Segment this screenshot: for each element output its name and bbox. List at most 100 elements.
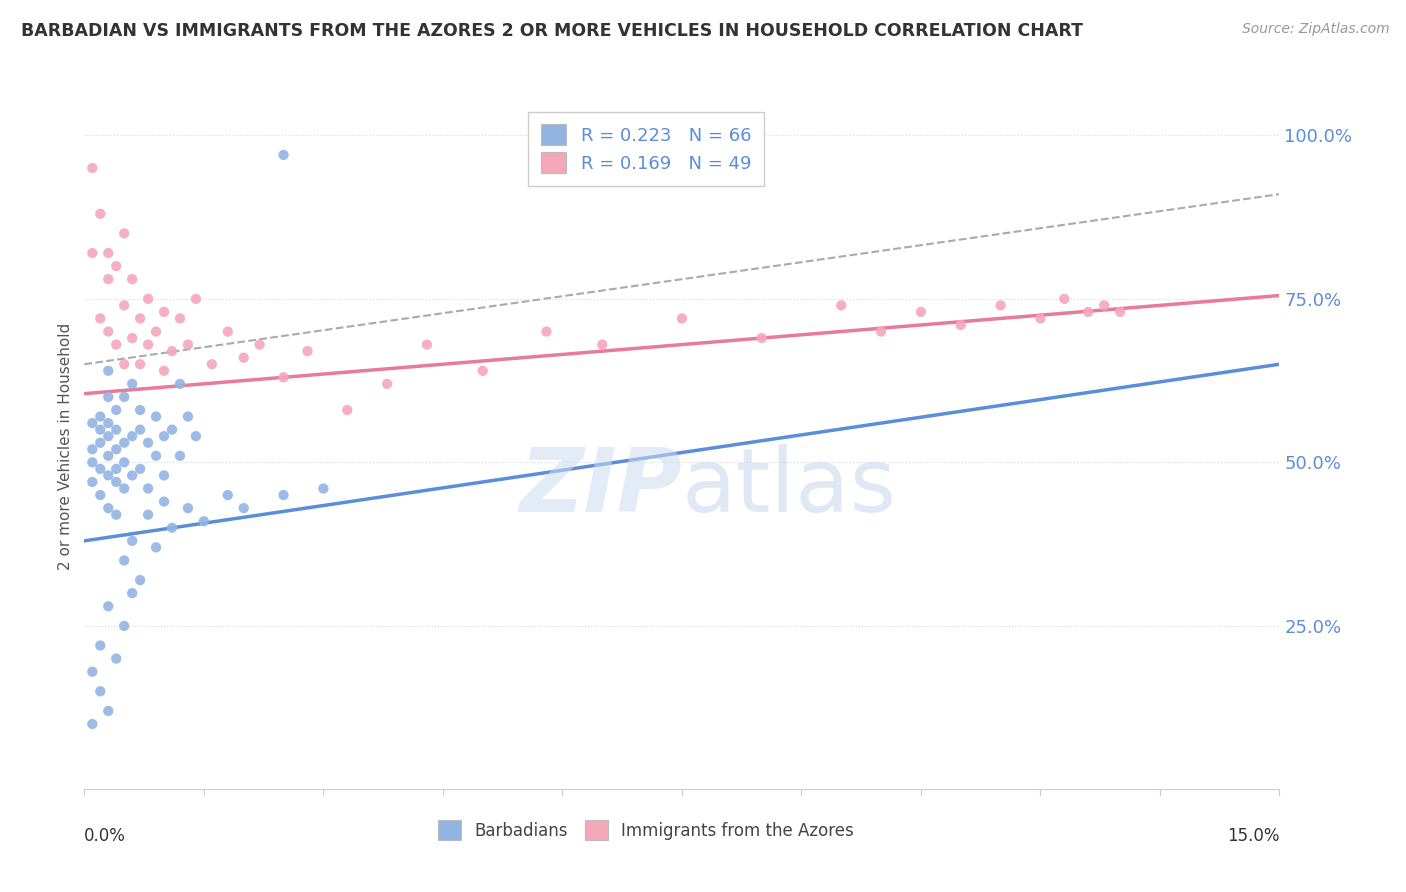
Point xyxy=(82,665,104,679)
Point xyxy=(471,364,494,378)
Point xyxy=(136,482,159,496)
Point xyxy=(89,409,111,424)
Point xyxy=(121,468,143,483)
Text: BARBADIAN VS IMMIGRANTS FROM THE AZORES 2 OR MORE VEHICLES IN HOUSEHOLD CORRELAT: BARBADIAN VS IMMIGRANTS FROM THE AZORES … xyxy=(21,22,1083,40)
Point xyxy=(169,449,191,463)
Point xyxy=(591,337,613,351)
Point xyxy=(870,325,893,339)
Point xyxy=(82,442,104,457)
Point xyxy=(910,305,932,319)
Point xyxy=(121,272,143,286)
Point xyxy=(89,684,111,698)
Point xyxy=(169,376,191,391)
Point xyxy=(97,364,120,378)
Point xyxy=(82,455,104,469)
Point xyxy=(184,292,207,306)
Point xyxy=(121,586,143,600)
Point xyxy=(97,272,120,286)
Point xyxy=(1077,305,1099,319)
Point xyxy=(97,416,120,430)
Point xyxy=(671,311,693,326)
Point xyxy=(273,148,295,162)
Point xyxy=(136,435,159,450)
Point xyxy=(121,331,143,345)
Point xyxy=(145,325,167,339)
Point xyxy=(177,501,200,516)
Point xyxy=(160,344,183,359)
Point xyxy=(112,357,135,371)
Point xyxy=(89,462,111,476)
Point xyxy=(89,311,111,326)
Point xyxy=(82,717,104,731)
Point xyxy=(89,423,111,437)
Point xyxy=(82,475,104,489)
Point xyxy=(336,403,359,417)
Point xyxy=(105,337,128,351)
Point xyxy=(112,390,135,404)
Point xyxy=(153,429,176,443)
Y-axis label: 2 or more Vehicles in Household: 2 or more Vehicles in Household xyxy=(58,322,73,570)
Point xyxy=(121,376,143,391)
Point xyxy=(89,435,111,450)
Point xyxy=(129,573,152,587)
Point xyxy=(82,246,104,260)
Point xyxy=(177,337,200,351)
Point xyxy=(249,337,271,351)
Point xyxy=(105,462,128,476)
Point xyxy=(105,442,128,457)
Point xyxy=(232,501,254,516)
Point xyxy=(193,514,215,528)
Text: ZIP: ZIP xyxy=(519,443,682,531)
Point xyxy=(160,521,183,535)
Point xyxy=(112,227,135,241)
Point xyxy=(297,344,319,359)
Point xyxy=(112,553,135,567)
Point xyxy=(105,651,128,665)
Point xyxy=(416,337,439,351)
Point xyxy=(105,403,128,417)
Point xyxy=(751,331,773,345)
Point xyxy=(82,416,104,430)
Text: 0.0%: 0.0% xyxy=(84,827,127,846)
Text: Source: ZipAtlas.com: Source: ZipAtlas.com xyxy=(1241,22,1389,37)
Point xyxy=(990,298,1012,312)
Point xyxy=(129,403,152,417)
Point xyxy=(129,423,152,437)
Point xyxy=(112,482,135,496)
Point xyxy=(105,475,128,489)
Point xyxy=(112,455,135,469)
Point xyxy=(160,423,183,437)
Point xyxy=(273,488,295,502)
Point xyxy=(112,619,135,633)
Point xyxy=(121,533,143,548)
Point xyxy=(184,429,207,443)
Point xyxy=(1109,305,1132,319)
Point xyxy=(153,364,176,378)
Point xyxy=(536,325,558,339)
Point xyxy=(129,462,152,476)
Point xyxy=(136,337,159,351)
Point xyxy=(153,468,176,483)
Point xyxy=(129,357,152,371)
Point xyxy=(1053,292,1076,306)
Point xyxy=(89,639,111,653)
Point xyxy=(232,351,254,365)
Point xyxy=(97,246,120,260)
Point xyxy=(145,449,167,463)
Point xyxy=(97,599,120,614)
Point xyxy=(169,311,191,326)
Point xyxy=(97,325,120,339)
Point xyxy=(97,501,120,516)
Point xyxy=(105,259,128,273)
Point xyxy=(145,409,167,424)
Point xyxy=(129,311,152,326)
Point xyxy=(97,390,120,404)
Point xyxy=(949,318,972,332)
Point xyxy=(112,435,135,450)
Point xyxy=(375,376,398,391)
Point xyxy=(89,488,111,502)
Point xyxy=(1029,311,1052,326)
Point xyxy=(97,704,120,718)
Point xyxy=(153,494,176,508)
Text: 15.0%: 15.0% xyxy=(1227,827,1279,846)
